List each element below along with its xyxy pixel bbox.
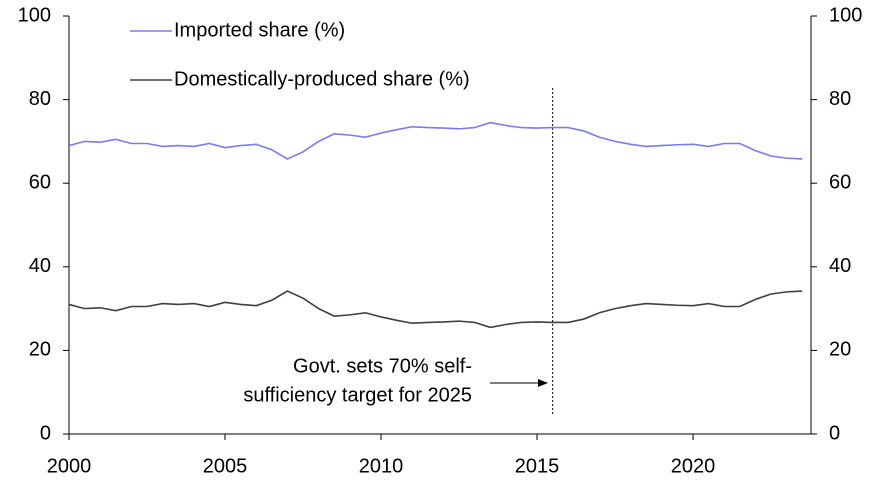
annotation-arrowhead — [538, 379, 548, 387]
y-tick-label: 100 — [18, 4, 51, 26]
y-tick-label: 0 — [40, 422, 51, 444]
y-tick-label: 60 — [29, 171, 51, 193]
x-tick-label: 2020 — [671, 455, 716, 477]
y2-tick-label: 60 — [829, 171, 851, 193]
x-tick-label: 2010 — [359, 455, 404, 477]
y2-tick-label: 100 — [829, 4, 862, 26]
series-line — [68, 121, 803, 160]
annotation-text: sufficiency target for 2025 — [243, 384, 472, 406]
y2-tick-label: 20 — [829, 339, 851, 361]
y-tick-label: 40 — [29, 255, 51, 277]
annotation-text: Govt. sets 70% self- — [293, 355, 472, 377]
y2-tick-label: 80 — [829, 88, 851, 110]
series-line — [68, 290, 803, 329]
legend-label: Domestically-produced share (%) — [174, 68, 470, 90]
x-tick-label: 2005 — [203, 455, 248, 477]
y-tick-label: 80 — [29, 88, 51, 110]
x-tick-label: 2000 — [47, 455, 92, 477]
legend-label: Imported share (%) — [174, 19, 345, 41]
y-tick-label: 20 — [29, 339, 51, 361]
y2-tick-label: 40 — [829, 255, 851, 277]
x-tick-label: 2015 — [515, 455, 560, 477]
y2-tick-label: 0 — [829, 422, 840, 444]
